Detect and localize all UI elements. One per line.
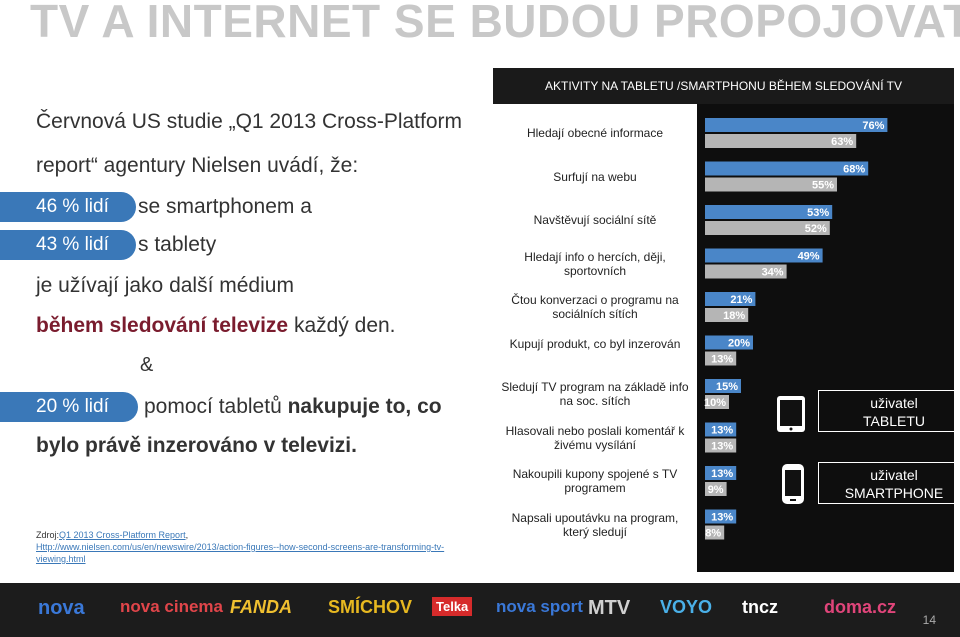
value-label-tablet-9: 13% bbox=[711, 512, 733, 524]
logo-tncz: tncz bbox=[742, 597, 778, 617]
value-label-smartphone-0: 63% bbox=[831, 136, 853, 148]
bar-smartphone-6 bbox=[705, 395, 729, 409]
legend-tablet: uživatel TABLETU bbox=[818, 390, 960, 432]
intro-line-8: bylo právě inzerováno v televizi. bbox=[36, 434, 357, 457]
logo-nova-cinema: nova cinema bbox=[120, 597, 223, 616]
brand-logo-bar bbox=[0, 583, 960, 637]
page-number: 14 bbox=[922, 613, 936, 627]
logo-telka: Telka bbox=[432, 597, 473, 616]
stat-text-tablet: s tablety bbox=[138, 233, 217, 256]
logo-nova: nova bbox=[38, 597, 85, 619]
value-label-tablet-1: 68% bbox=[843, 164, 865, 176]
category-label-1: Surfují na webu bbox=[553, 169, 637, 184]
bar-tablet-5 bbox=[705, 335, 753, 350]
source-link-url[interactable]: Http://www.nielsen.com/us/en/newswire/20… bbox=[36, 542, 445, 564]
intro-line-6: během sledování televize každý den. bbox=[36, 314, 396, 338]
category-label-8: Nakoupili kupony spojené s TV programem bbox=[512, 467, 678, 495]
category-label-4: Čtou konverzaci o programu na sociálních… bbox=[511, 293, 679, 321]
logo-smichov: SMÍCHOV bbox=[328, 597, 413, 617]
stat-text-purchase: pomocí tabletů nakupuje to, co bbox=[144, 395, 442, 419]
value-label-tablet-6: 15% bbox=[716, 381, 738, 393]
bar-tablet-6 bbox=[705, 379, 741, 393]
intro-line-1: Červnová US studie „Q1 2013 Cross-Platfo… bbox=[36, 110, 462, 133]
category-label-9: Napsali upoutávku na program, který sled… bbox=[511, 510, 679, 539]
stat-pill-smartphone: 46 % lidí bbox=[0, 192, 136, 222]
chart-bars: 76% 63% 68% 55% 53% 52% 49% 34% 21% 18% 20% 13% 15% 1… bbox=[704, 118, 888, 540]
bar-tablet-3 bbox=[705, 248, 823, 263]
bar-tablet-8 bbox=[705, 466, 737, 480]
value-label-tablet-3: 49% bbox=[798, 251, 820, 263]
bar-smartphone-2 bbox=[705, 221, 830, 235]
bar-smartphone-5 bbox=[705, 351, 737, 366]
bar-tablet-0 bbox=[705, 118, 888, 132]
ampersand: & bbox=[140, 354, 154, 376]
category-label-3: Hledají info o hercích, ději, sportovníc… bbox=[524, 249, 666, 278]
bar-smartphone-0 bbox=[705, 134, 857, 148]
value-label-smartphone-3: 34% bbox=[762, 267, 784, 279]
bar-smartphone-7 bbox=[705, 438, 737, 453]
value-label-tablet-4: 21% bbox=[730, 294, 752, 306]
value-label-smartphone-8: 9% bbox=[708, 484, 724, 496]
value-label-tablet-2: 53% bbox=[807, 207, 829, 219]
value-label-smartphone-1: 55% bbox=[812, 180, 834, 192]
bar-tablet-9 bbox=[705, 509, 737, 524]
smartphone-icon bbox=[780, 462, 806, 506]
chart-title: AKTIVITY NA TABLETU /SMARTPHONU BĚHEM SL… bbox=[493, 68, 954, 104]
page-title: TV A INTERNET SE BUDOU PROPOJOVAT bbox=[30, 0, 960, 47]
value-label-smartphone-6: 10% bbox=[704, 397, 726, 409]
stat-text-purchase-b: nakupuje to, co bbox=[287, 395, 442, 418]
logo-fanda: FANDA bbox=[230, 597, 292, 617]
category-label-7: Hlasovali nebo poslali komentář k živému… bbox=[505, 423, 685, 452]
stat-text-smartphone: se smartphonem a bbox=[138, 195, 312, 218]
legend-smartphone: uživatel SMARTPHONE bbox=[818, 462, 960, 504]
value-label-smartphone-4: 18% bbox=[723, 310, 745, 322]
bar-smartphone-9 bbox=[705, 525, 725, 540]
logo-voyo: VOYO bbox=[660, 597, 713, 617]
value-label-tablet-7: 13% bbox=[711, 425, 733, 437]
value-label-smartphone-7: 13% bbox=[711, 441, 733, 453]
category-label-0: Hledají obecné informace bbox=[526, 126, 664, 140]
value-label-tablet-0: 76% bbox=[862, 120, 884, 132]
intro-line-6-rest: každý den. bbox=[288, 314, 396, 337]
intro-line-5: je užívají jako další médium bbox=[36, 274, 294, 297]
bar-tablet-4 bbox=[705, 292, 756, 306]
bar-smartphone-4 bbox=[705, 308, 749, 322]
bar-tablet-7 bbox=[705, 422, 737, 437]
value-label-tablet-8: 13% bbox=[711, 468, 733, 480]
category-label-6: Sledují TV program na základě info na so… bbox=[501, 380, 689, 408]
highlight-tv: během sledování televize bbox=[36, 314, 289, 337]
logo-nova-sport: nova sport bbox=[496, 597, 583, 616]
logo-doma: doma.cz bbox=[824, 597, 897, 617]
bar-tablet-2 bbox=[705, 205, 833, 219]
category-label-5: Kupují produkt, co byl inzerován bbox=[509, 336, 681, 351]
source-link-report[interactable]: Q1 2013 Cross-Platform Report bbox=[59, 530, 186, 540]
value-label-smartphone-2: 52% bbox=[805, 223, 827, 235]
value-label-smartphone-5: 13% bbox=[711, 354, 733, 366]
source-prefix: Zdroj: bbox=[36, 530, 60, 540]
bar-smartphone-3 bbox=[705, 264, 787, 279]
bar-smartphone-8 bbox=[705, 482, 727, 496]
stat-pill-purchase: 20 % lidí bbox=[0, 392, 138, 422]
value-label-tablet-5: 20% bbox=[728, 338, 750, 350]
source-citation: Zdroj:Q1 2013 Cross-Platform Report, Htt… bbox=[36, 530, 445, 564]
bar-smartphone-1 bbox=[705, 177, 837, 192]
value-label-smartphone-9: 8% bbox=[705, 528, 721, 540]
category-label-2: Navštěvují sociální sítě bbox=[533, 213, 657, 227]
intro-line-2: report“ agentury Nielsen uvádí, že: bbox=[36, 154, 359, 177]
tablet-icon bbox=[775, 394, 807, 434]
stat-text-purchase-a: pomocí tabletů bbox=[144, 395, 288, 418]
logo-mtv: MTV bbox=[588, 597, 631, 619]
stat-pill-tablet: 43 % lidí bbox=[0, 230, 136, 260]
bar-tablet-1 bbox=[705, 161, 869, 176]
